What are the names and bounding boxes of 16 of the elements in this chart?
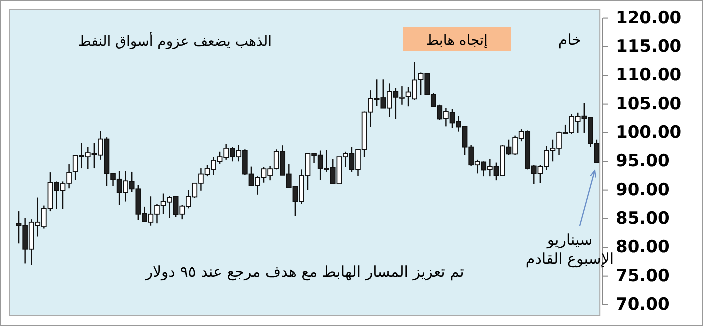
- y-tick-label: 95.00: [616, 152, 670, 172]
- y-tick-label: 70.00: [616, 295, 670, 315]
- y-tick-label: 100.00: [616, 122, 682, 143]
- y-tick-label: 80.00: [616, 238, 670, 258]
- text: الذهب يضعف عزوم أسواق النفط: [78, 32, 272, 50]
- y-tick-label: 120.00: [616, 8, 682, 28]
- annotation: سيناريو الإسبوع القادم: [526, 231, 614, 268]
- y-tick-label: 85.00: [616, 208, 670, 229]
- y-tick-label: 90.00: [616, 180, 670, 200]
- y-tick-label: 105.00: [616, 94, 682, 114]
- annotation: تم تعزيز المسار الهابط مع هدف مرجع عند ٩٥ دولار: [144, 263, 464, 281]
- y-tick-label: 75.00: [616, 266, 670, 286]
- annotation: خام: [558, 31, 582, 49]
- y-tick-label: 115.00: [616, 36, 682, 57]
- text: إتجاه هابط: [426, 33, 488, 49]
- y-tick-label: 110.00: [616, 66, 682, 86]
